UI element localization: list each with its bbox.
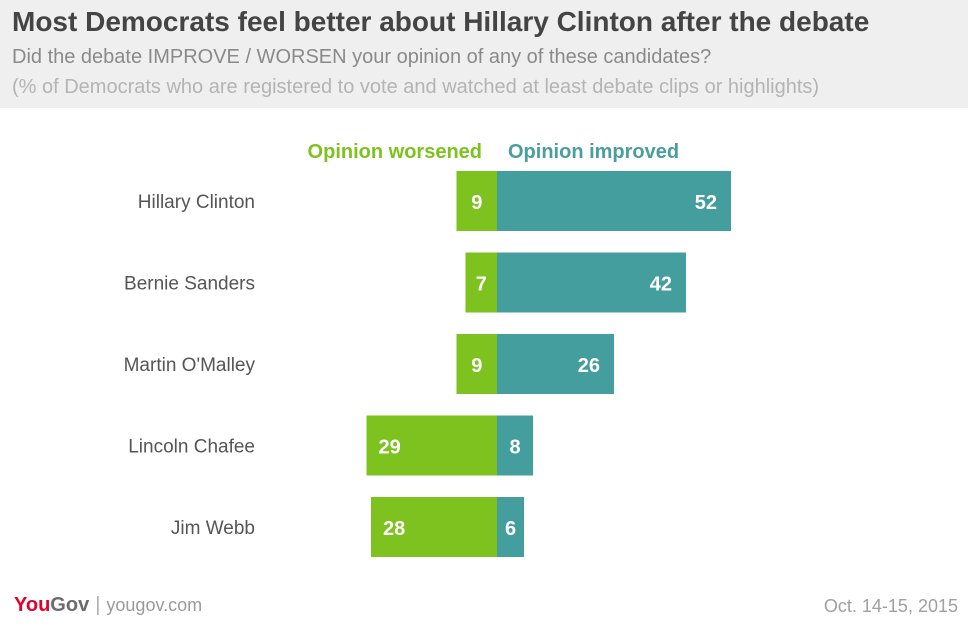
chart-note: (% of Democrats who are registered to vo… bbox=[12, 76, 820, 98]
data-label-improved: 8 bbox=[509, 437, 520, 459]
category-label: Bernie Sanders bbox=[124, 274, 255, 295]
survey-date: Oct. 14-15, 2015 bbox=[823, 596, 958, 616]
data-label-improved: 6 bbox=[505, 518, 516, 540]
brand-logo-gov: Gov bbox=[50, 594, 90, 616]
data-label-worsened: 28 bbox=[383, 518, 405, 540]
data-label-improved: 52 bbox=[695, 192, 717, 214]
category-label: Lincoln Chafee bbox=[128, 437, 255, 458]
bar-worsened bbox=[456, 334, 497, 394]
bar-worsened bbox=[456, 171, 497, 231]
legend-worsened: Opinion worsened bbox=[308, 141, 482, 163]
bar-improved bbox=[497, 415, 533, 476]
data-label-worsened: 29 bbox=[379, 437, 401, 459]
data-label-worsened: 9 bbox=[471, 355, 482, 377]
bar-worsened bbox=[465, 252, 497, 313]
brand-logo-you: You bbox=[14, 594, 51, 616]
category-label: Jim Webb bbox=[171, 518, 255, 539]
bar-worsened bbox=[366, 415, 497, 476]
header-band: Most Democrats feel better about Hillary… bbox=[0, 0, 968, 108]
bar-improved bbox=[497, 334, 614, 394]
yougov-brand: YouGov | yougov.com bbox=[14, 594, 202, 617]
data-label-worsened: 9 bbox=[471, 192, 482, 214]
data-label-worsened: 7 bbox=[476, 274, 487, 296]
chart-subtitle: Did the debate IMPROVE / WORSEN your opi… bbox=[12, 46, 712, 68]
bar-improved bbox=[497, 497, 524, 557]
brand-url: yougov.com bbox=[106, 595, 203, 615]
brand-separator: | bbox=[95, 594, 101, 616]
bar-worsened bbox=[371, 497, 497, 557]
bar-improved bbox=[497, 252, 686, 313]
data-label-improved: 26 bbox=[578, 355, 600, 377]
legend-improved: Opinion improved bbox=[508, 141, 679, 163]
data-label-improved: 42 bbox=[650, 274, 672, 296]
chart-title: Most Democrats feel better about Hillary… bbox=[12, 6, 870, 37]
bar-improved bbox=[497, 171, 731, 231]
category-label: Hillary Clinton bbox=[138, 192, 255, 213]
category-label: Martin O'Malley bbox=[124, 355, 256, 376]
diverging-bar-chart: Opinion worsened Opinion improved Hillary … bbox=[124, 141, 731, 557]
